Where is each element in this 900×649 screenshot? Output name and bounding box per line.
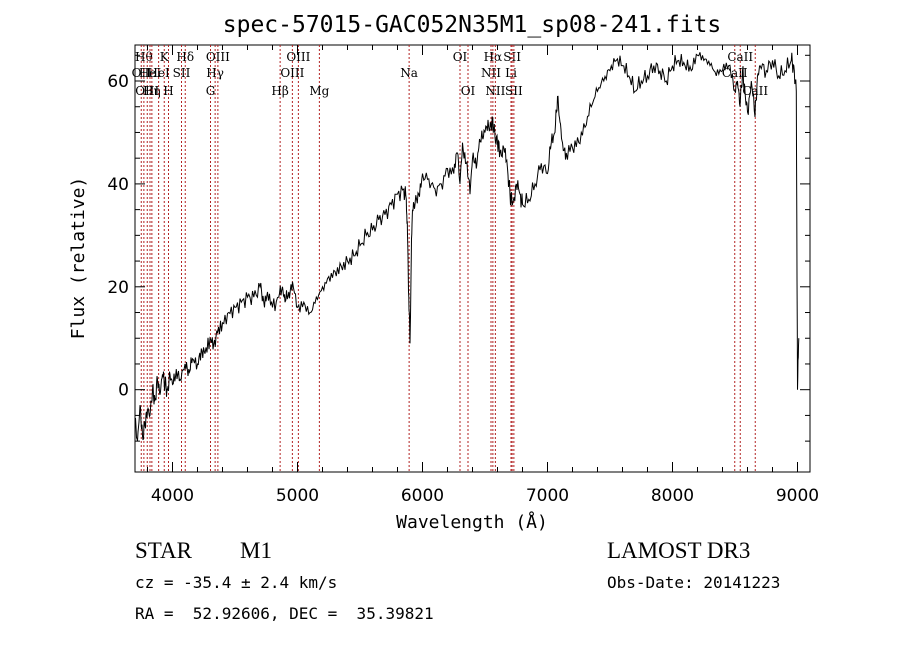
- coordinates-readout: RA = 52.92606, DEC = 35.39821: [135, 604, 434, 623]
- x-tick-label-4: 8000: [651, 486, 694, 506]
- line-marker-label-6: K: [160, 50, 170, 64]
- plot-frame: [134, 44, 811, 473]
- line-marker-label-15: OIII: [286, 50, 310, 64]
- line-marker-label-25: SII: [505, 84, 523, 98]
- y-tick-label-2: 40: [107, 175, 129, 195]
- line-marker-label-26: CaII: [722, 66, 748, 80]
- line-marker-label-20: NII: [481, 66, 501, 80]
- y-axis-label: Flux (relative): [68, 177, 89, 340]
- line-marker-label-9: Hδ: [176, 50, 194, 64]
- line-marker-label-19: OI: [461, 84, 476, 98]
- observation-date: Obs-Date: 20141223: [607, 573, 781, 592]
- x-tick-label-1: 5000: [276, 486, 319, 506]
- line-marker-label-0: OII: [132, 66, 152, 80]
- line-marker-label-3: HeI: [139, 66, 162, 80]
- survey-name: LAMOST DR3: [607, 538, 751, 563]
- line-marker-label-27: CaII: [727, 50, 753, 64]
- x-axis-label: Wavelength (Å): [396, 511, 548, 533]
- line-marker-label-8: SII: [173, 66, 191, 80]
- x-tick-label-3: 7000: [526, 486, 569, 506]
- x-tick-label-5: 9000: [776, 486, 819, 506]
- line-marker-label-18: OI: [453, 50, 468, 64]
- line-marker-label-13: Hβ: [271, 84, 288, 98]
- line-marker-label-10: G: [206, 84, 216, 98]
- line-marker-label-12: OIII: [206, 50, 230, 64]
- line-marker-label-11: Hγ: [206, 66, 224, 80]
- y-tick-label-0: 0: [118, 381, 129, 401]
- line-marker-label-21: Hα: [484, 50, 503, 64]
- x-tick-label-2: 6000: [401, 486, 444, 506]
- line-marker-label-24: SII: [503, 50, 521, 64]
- line-marker-label-2: OIII: [135, 84, 159, 98]
- chart-title: spec-57015-GAC052N35M1_sp08-241.fits: [223, 12, 722, 38]
- line-marker-label-5: HeI: [147, 66, 170, 80]
- line-marker-label-16: Mg: [309, 84, 329, 98]
- line-marker-label-22: NII: [485, 84, 505, 98]
- object-class: STAR: [135, 538, 192, 563]
- emission-line-markers: OIIHθOIIIHeIHηHeIKHSIIHδGHγOIIIHβOIIIOII…: [132, 45, 768, 472]
- line-marker-label-7: H: [163, 84, 173, 98]
- line-marker-label-28: CaII: [742, 84, 768, 98]
- x-tick-label-0: 4000: [151, 486, 194, 506]
- line-marker-label-4: Hη: [143, 84, 161, 98]
- y-tick-label-1: 20: [107, 278, 129, 298]
- object-subclass: M1: [240, 538, 272, 563]
- line-marker-label-14: OIII: [280, 66, 304, 80]
- line-marker-label-17: Na: [400, 66, 418, 80]
- line-marker-label-1: Hθ: [135, 50, 153, 64]
- line-marker-label-23: Li: [505, 66, 517, 80]
- flux-series-line: [134, 52, 800, 442]
- velocity-readout: cz = -35.4 ± 2.4 km/s: [135, 573, 338, 592]
- y-tick-label-3: 60: [107, 72, 129, 92]
- axis-ticks: 4000 5000 6000 7000 8000 9000 0 20 40 60: [107, 45, 819, 506]
